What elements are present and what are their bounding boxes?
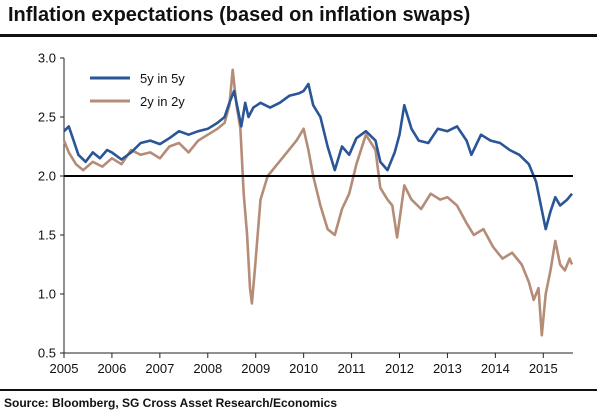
legend-label: 5y in 5y <box>140 71 185 86</box>
x-tick-label: 2010 <box>289 361 318 376</box>
source-note: Source: Bloomberg, SG Cross Asset Resear… <box>4 396 337 410</box>
x-tick-label: 2009 <box>241 361 270 376</box>
chart-title: Inflation expectations (based on inflati… <box>8 4 471 26</box>
y-tick-label: 3.0 <box>38 51 56 66</box>
y-tick-label: 2.5 <box>38 110 56 125</box>
y-tick-label: 0.5 <box>38 346 56 361</box>
x-tick-label: 2014 <box>481 361 510 376</box>
y-tick-label: 1.5 <box>38 228 56 243</box>
series-layer <box>62 68 574 337</box>
x-tick-label: 2013 <box>433 361 462 376</box>
x-tick-label: 2007 <box>145 361 174 376</box>
legend-label: 2y in 2y <box>140 94 185 109</box>
series-line-2y-in-2y <box>62 68 574 337</box>
source-rule <box>0 389 597 391</box>
x-tick-label: 2005 <box>50 361 79 376</box>
x-tick-label: 2006 <box>97 361 126 376</box>
inflation-chart: 0.5 1.0 1.5 2.0 2.5 3.0 2005 2006 2007 2008 2009 20… <box>38 51 574 376</box>
y-tick-label: 1.0 <box>38 287 56 302</box>
x-tick-label: 2011 <box>338 361 366 376</box>
chart-axes: 0.5 1.0 1.5 2.0 2.5 3.0 2005 2006 2007 2008 2009 20… <box>38 51 573 376</box>
x-tick-label: 2012 <box>385 361 414 376</box>
series-line-5y-in-5y <box>63 82 574 231</box>
x-tick-label: 2015 <box>529 361 558 376</box>
y-tick-label: 2.0 <box>38 169 56 184</box>
title-rule <box>0 34 597 37</box>
chart-legend: 5y in 5y 2y in 2y <box>90 71 185 109</box>
x-tick-label: 2008 <box>193 361 222 376</box>
